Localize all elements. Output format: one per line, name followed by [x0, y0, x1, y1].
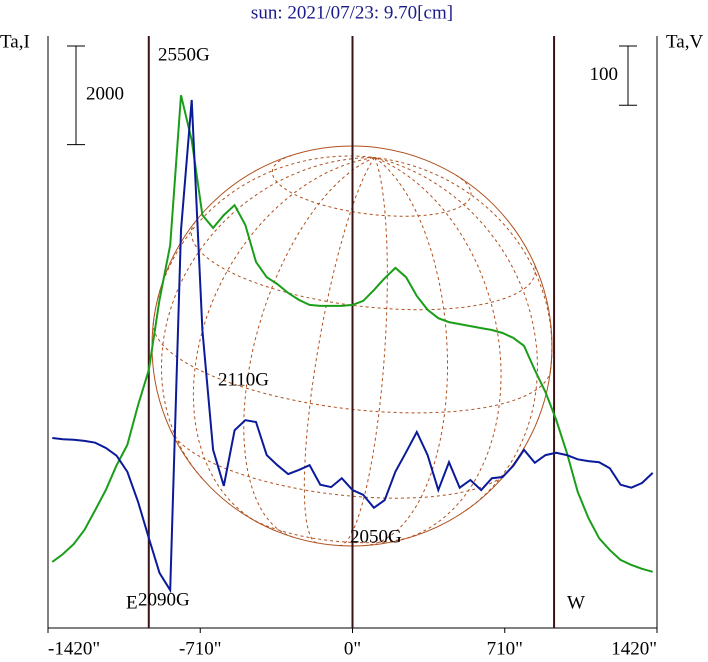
annotation: 2090G [138, 589, 190, 610]
disk-grid-line [152, 155, 375, 323]
disk-grid-line [339, 157, 388, 547]
x-tick-label: 1420" [611, 638, 657, 659]
disk-grid-line [243, 157, 375, 538]
scale-bar-v-label: 100 [590, 64, 619, 85]
disk-grid-line [374, 157, 538, 511]
y2-axis-label: Ta,V [666, 31, 703, 52]
disk-grid-line [161, 157, 375, 479]
disk-grid-line [303, 157, 376, 544]
disk-grid-line [363, 157, 448, 547]
scale-bar-i-label: 2000 [86, 84, 124, 105]
x-tick-label: 710" [487, 638, 523, 659]
y-axis-label: Ta,I [0, 31, 30, 52]
disk-grid-line [374, 157, 502, 541]
chart-title: sun: 2021/07/23: 9.70[cm] [251, 2, 453, 23]
disk-grid-line [190, 221, 536, 311]
series-line [51, 94, 653, 573]
annotation: 2110G [218, 369, 269, 390]
annotation: 2050G [350, 526, 402, 547]
disk-grid-line [170, 430, 508, 499]
x-tick-label: -710" [179, 638, 222, 659]
annotation: E [126, 592, 138, 613]
x-tick-label: 0" [344, 638, 361, 659]
annotation: W [567, 592, 585, 613]
disk-grid-line [192, 157, 375, 524]
disk-grid-line [374, 157, 553, 370]
annotation: 2550G [158, 44, 210, 65]
x-tick-label: -1420" [48, 638, 100, 659]
series-line [52, 99, 654, 594]
disk-grid-line [271, 154, 472, 217]
